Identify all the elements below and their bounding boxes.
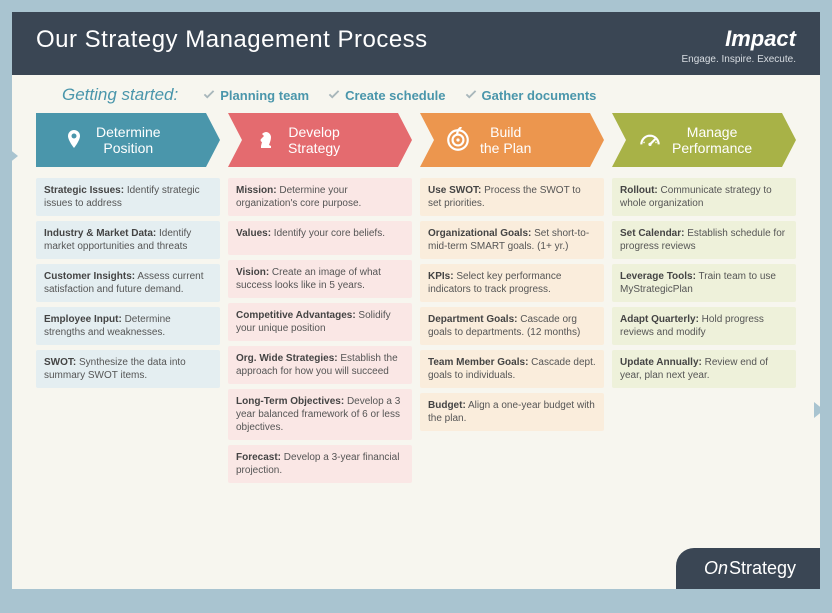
item-bold: Industry & Market Data: <box>44 228 156 239</box>
getting-started-item: Create schedule <box>327 88 445 103</box>
pin-icon <box>60 126 88 154</box>
process-item: KPIs: Select key performance indicators … <box>420 264 604 302</box>
infographic-panel: Our Strategy Management Process Impact E… <box>12 12 820 589</box>
gs-item-label: Gather documents <box>482 88 597 103</box>
item-bold: Department Goals: <box>428 314 517 325</box>
column-header-arrow: Build the Plan <box>420 113 604 167</box>
process-item: Set Calendar: Establish schedule for pro… <box>612 221 796 259</box>
process-item: Vision: Create an image of what success … <box>228 260 412 298</box>
columns-container: Determine Position Strategic Issues: Ide… <box>12 113 820 483</box>
logo-on: On <box>704 558 728 579</box>
column-header-arrow: Determine Position <box>36 113 220 167</box>
process-item: Team Member Goals: Cascade dept. goals t… <box>420 350 604 388</box>
process-item: Long-Term Objectives: Develop a 3 year b… <box>228 389 412 440</box>
target-icon <box>444 126 472 154</box>
column-header-arrow: Manage Performance <box>612 113 796 167</box>
process-column: Develop Strategy Mission: Determine your… <box>228 113 412 483</box>
item-bold: Adapt Quarterly: <box>620 314 699 325</box>
process-item: Use SWOT: Process the SWOT to set priori… <box>420 178 604 216</box>
item-bold: Values: <box>236 228 271 239</box>
column-header-arrow: Develop Strategy <box>228 113 412 167</box>
item-bold: Competitive Advantages: <box>236 310 356 321</box>
brand-name: Impact <box>681 26 796 52</box>
process-column: Manage Performance Rollout: Communicate … <box>612 113 796 483</box>
gs-item-label: Create schedule <box>345 88 445 103</box>
item-bold: Rollout: <box>620 185 658 196</box>
column-title: Develop Strategy <box>288 124 340 156</box>
getting-started-label: Getting started: <box>62 85 178 105</box>
item-text: Identify your core beliefs. <box>271 228 385 239</box>
check-icon <box>464 88 478 102</box>
getting-started-row: Getting started: Planning team Create sch… <box>12 75 820 113</box>
process-item: Organizational Goals: Set short-to-mid-t… <box>420 221 604 259</box>
item-bold: Set Calendar: <box>620 228 684 239</box>
item-bold: Org. Wide Strategies: <box>236 353 338 364</box>
decorative-arrow-right <box>814 402 824 418</box>
brand-tagline: Engage. Inspire. Execute. <box>681 54 796 65</box>
process-item: Budget: Align a one-year budget with the… <box>420 393 604 431</box>
column-title: Manage Performance <box>672 124 752 156</box>
process-column: Determine Position Strategic Issues: Ide… <box>36 113 220 483</box>
item-bold: Budget: <box>428 400 466 411</box>
process-item: Industry & Market Data: Identify market … <box>36 221 220 259</box>
process-item: Forecast: Develop a 3-year financial pro… <box>228 445 412 483</box>
item-bold: SWOT: <box>44 357 76 368</box>
process-item: Competitive Advantages: Solidify your un… <box>228 303 412 341</box>
item-bold: Forecast: <box>236 452 281 463</box>
item-bold: Organizational Goals: <box>428 228 531 239</box>
item-bold: Team Member Goals: <box>428 357 528 368</box>
brand-block: Impact Engage. Inspire. Execute. <box>681 26 796 65</box>
gs-item-label: Planning team <box>220 88 309 103</box>
item-bold: Leverage Tools: <box>620 271 696 282</box>
item-bold: KPIs: <box>428 271 454 282</box>
decorative-arrow-left <box>8 148 18 164</box>
process-item: SWOT: Synthesize the data into summary S… <box>36 350 220 388</box>
item-bold: Strategic Issues: <box>44 185 124 196</box>
item-bold: Customer Insights: <box>44 271 135 282</box>
process-item: Mission: Determine your organization's c… <box>228 178 412 216</box>
column-title: Build the Plan <box>480 124 531 156</box>
check-icon <box>202 88 216 102</box>
item-bold: Employee Input: <box>44 314 122 325</box>
process-item: Employee Input: Determine strengths and … <box>36 307 220 345</box>
process-item: Department Goals: Cascade org goals to d… <box>420 307 604 345</box>
process-item: Update Annually: Review end of year, pla… <box>612 350 796 388</box>
item-bold: Long-Term Objectives: <box>236 396 344 407</box>
item-bold: Use SWOT: <box>428 185 481 196</box>
gauge-icon <box>636 126 664 154</box>
item-bold: Mission: <box>236 185 277 196</box>
logo-strategy: Strategy <box>729 558 796 579</box>
process-item: Customer Insights: Assess current satisf… <box>36 264 220 302</box>
process-item: Rollout: Communicate strategy to whole o… <box>612 178 796 216</box>
page-title: Our Strategy Management Process <box>36 26 428 54</box>
footer-logo: OnStrategy <box>676 548 820 589</box>
item-bold: Vision: <box>236 267 269 278</box>
getting-started-item: Planning team <box>202 88 309 103</box>
getting-started-item: Gather documents <box>464 88 597 103</box>
header-bar: Our Strategy Management Process Impact E… <box>12 12 820 75</box>
process-item: Adapt Quarterly: Hold progress reviews a… <box>612 307 796 345</box>
process-item: Strategic Issues: Identify strategic iss… <box>36 178 220 216</box>
process-column: Build the Plan Use SWOT: Process the SWO… <box>420 113 604 483</box>
process-item: Leverage Tools: Train team to use MyStra… <box>612 264 796 302</box>
check-icon <box>327 88 341 102</box>
process-item: Org. Wide Strategies: Establish the appr… <box>228 346 412 384</box>
knight-icon <box>252 126 280 154</box>
process-item: Values: Identify your core beliefs. <box>228 221 412 255</box>
column-title: Determine Position <box>96 124 161 156</box>
item-bold: Update Annually: <box>620 357 702 368</box>
